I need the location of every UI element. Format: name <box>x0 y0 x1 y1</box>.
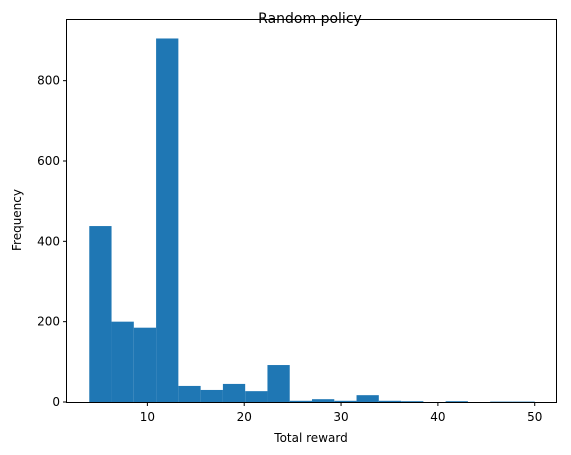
x-tick-label: 40 <box>430 410 445 424</box>
histogram-bar <box>445 401 468 402</box>
histogram-bar <box>267 365 290 402</box>
histogram-bar <box>178 385 201 402</box>
histogram-bar <box>200 389 223 402</box>
histogram-bar <box>356 395 379 402</box>
y-tick-label: 600 <box>37 154 60 168</box>
x-tick-label: 10 <box>140 410 155 424</box>
histogram-bar <box>289 400 312 402</box>
x-tick-label: 20 <box>237 410 252 424</box>
histogram-bar <box>89 226 112 402</box>
histogram-bar <box>378 400 402 402</box>
histogram-bar <box>334 400 357 402</box>
histogram-bar <box>245 391 268 402</box>
y-tick-label: 400 <box>37 234 60 248</box>
y-axis-label: Frequency <box>10 189 24 251</box>
histogram-bar <box>111 321 134 402</box>
y-tick-label: 0 <box>52 395 60 409</box>
y-tick-label: 200 <box>37 315 60 329</box>
plot-frame <box>66 19 557 403</box>
histogram-bar <box>156 38 179 403</box>
histogram-bar <box>222 383 246 402</box>
histogram-bar <box>401 401 424 402</box>
y-axis-ticks: 0 200 400 600 800 <box>37 74 67 409</box>
x-tick-label: 50 <box>527 410 542 424</box>
y-tick-label: 800 <box>37 74 60 88</box>
x-tick-label: 30 <box>333 410 348 424</box>
bars-group <box>89 38 535 403</box>
x-axis-ticks: 10 20 30 40 50 <box>140 402 542 424</box>
x-axis-label: Total reward <box>273 431 347 445</box>
histogram-bar <box>133 327 157 402</box>
histogram-bar <box>312 399 335 402</box>
